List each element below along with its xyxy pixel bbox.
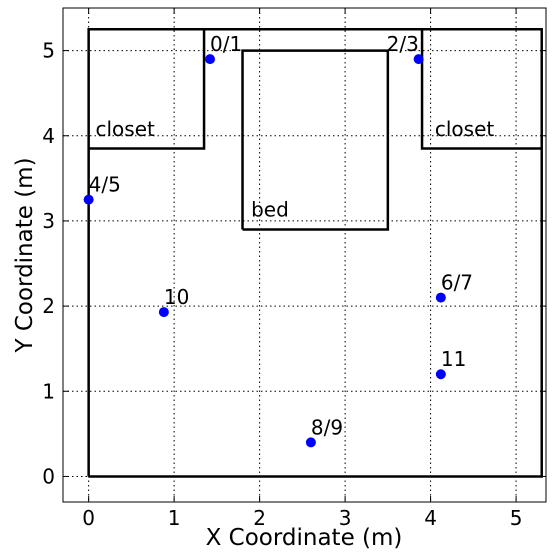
x-tick-label: 2: [253, 506, 266, 530]
point: [435, 292, 446, 303]
y-tick-label: 1: [42, 379, 55, 403]
x-tick-label: 5: [510, 506, 523, 530]
room-outline: [420, 29, 542, 150]
room-outline: [88, 29, 206, 150]
y-tick-label: 5: [42, 39, 55, 63]
y-axis-label: Y Coordinate (m): [12, 157, 38, 353]
y-tick-label: 2: [42, 294, 55, 318]
point-label: 6/7: [441, 271, 473, 295]
point: [205, 54, 216, 65]
x-tick-label: 3: [339, 506, 352, 530]
point: [435, 369, 446, 380]
room-label: closet: [95, 117, 155, 141]
point-label: 11: [441, 347, 466, 371]
room-outline: [241, 49, 390, 231]
y-tick-label: 4: [42, 124, 55, 148]
x-tick-label: 4: [424, 506, 437, 530]
point-label: 8/9: [311, 415, 343, 439]
point-label: 0/1: [210, 32, 242, 56]
point-label: 10: [164, 285, 189, 309]
room-outline: [87, 28, 543, 478]
point-label: 4/5: [89, 173, 121, 197]
point-label: 2/3: [387, 32, 419, 56]
y-tick-label: 3: [42, 209, 55, 233]
room-label: bed: [251, 198, 289, 222]
point: [158, 307, 169, 318]
x-tick-label: 1: [168, 506, 181, 530]
point: [413, 54, 424, 65]
x-axis-label: X Coordinate (m): [206, 525, 403, 551]
y-tick-label: 0: [42, 464, 55, 488]
plot-frame: [62, 7, 547, 503]
room-label: closet: [435, 117, 495, 141]
point: [305, 437, 316, 448]
x-tick-label: 0: [82, 506, 95, 530]
point: [83, 194, 94, 205]
